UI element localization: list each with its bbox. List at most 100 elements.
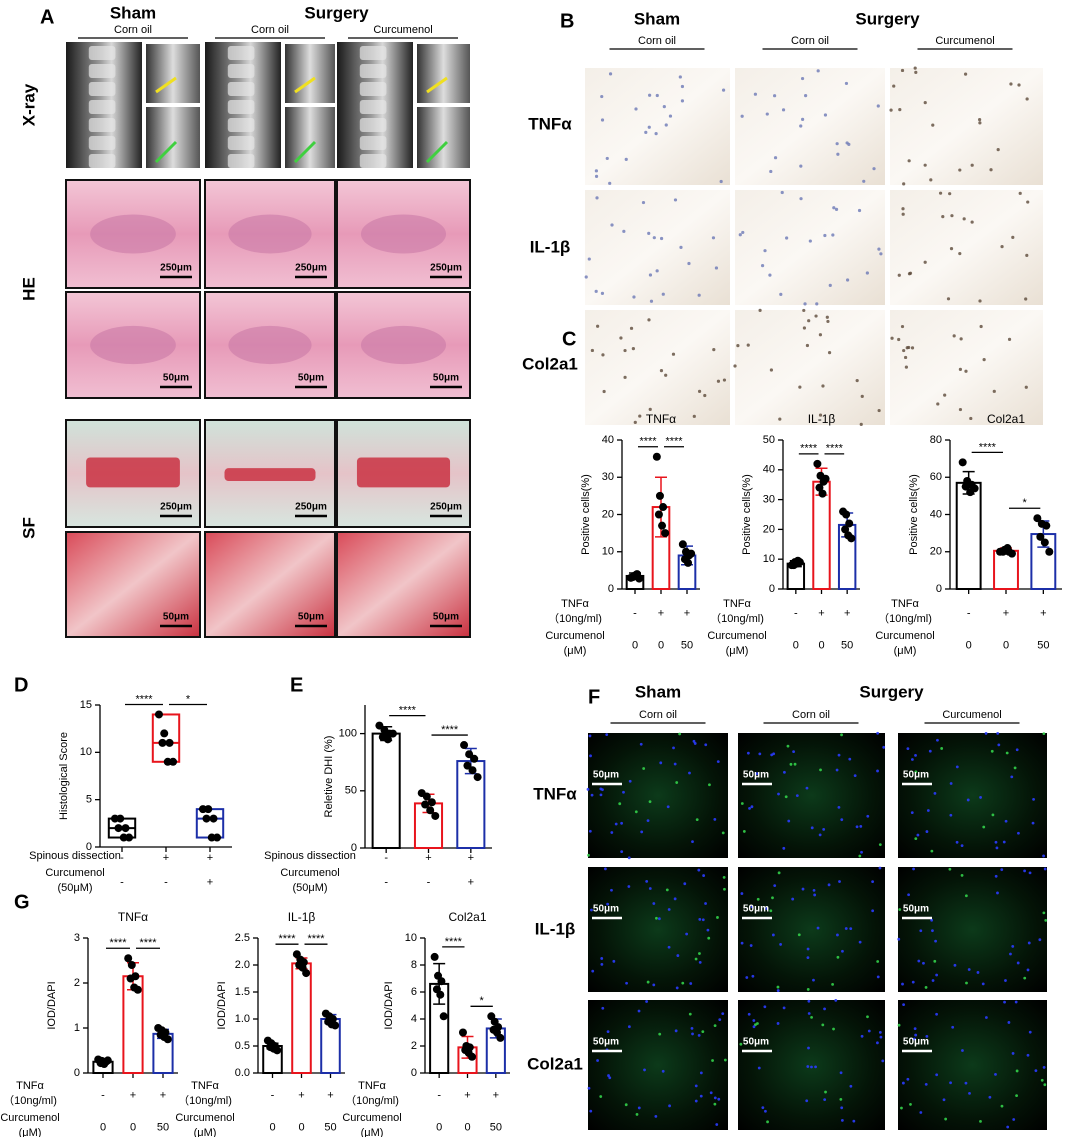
nucleus xyxy=(964,1081,968,1085)
cell xyxy=(758,308,762,312)
nucleus xyxy=(1005,751,1009,755)
cell xyxy=(898,108,902,112)
nucleus xyxy=(709,1091,713,1095)
cell xyxy=(1018,191,1022,195)
x-row-value: 50 xyxy=(841,639,853,651)
image-tile xyxy=(65,179,201,289)
data-point xyxy=(678,540,687,549)
image xyxy=(898,1000,1047,1130)
image xyxy=(738,1000,885,1130)
y-tick-label: 20 xyxy=(930,546,942,558)
nucleus xyxy=(1042,911,1046,915)
cell xyxy=(594,289,598,293)
scale-label: 50μm xyxy=(903,1037,929,1048)
nucleus xyxy=(818,833,822,837)
scale-label: 50μm xyxy=(593,770,619,781)
nucleus xyxy=(757,1066,761,1070)
image xyxy=(285,107,335,168)
nucleus xyxy=(698,952,701,955)
image xyxy=(588,1000,728,1130)
nucleus xyxy=(648,887,652,890)
cell xyxy=(799,164,803,168)
data-point xyxy=(158,738,167,747)
vertebra xyxy=(359,64,387,78)
x-row-value: - xyxy=(384,876,388,888)
data-point xyxy=(121,824,130,833)
nucleus xyxy=(772,752,776,756)
nucleus xyxy=(981,982,985,986)
sig-label: **** xyxy=(109,937,127,949)
nucleus xyxy=(763,1005,767,1009)
cell xyxy=(602,389,606,394)
cell xyxy=(661,292,665,296)
nucleus xyxy=(1000,1104,1004,1108)
nucleus xyxy=(1007,1021,1011,1024)
nucleus xyxy=(994,840,998,844)
image-tile xyxy=(584,190,730,305)
nucleus xyxy=(823,1098,827,1102)
nucleus xyxy=(907,893,911,897)
x-row-label: Curcumenol xyxy=(875,630,934,642)
cell xyxy=(855,379,859,383)
nucleus xyxy=(955,840,959,844)
nucleus xyxy=(590,793,594,797)
image-tile xyxy=(336,531,471,638)
nucleus xyxy=(1042,854,1045,858)
scale-label: 250μm xyxy=(160,502,192,513)
nucleus xyxy=(707,936,711,940)
nucleus xyxy=(1013,766,1017,770)
cell xyxy=(608,72,613,76)
nucleus xyxy=(1031,821,1035,825)
cell xyxy=(648,273,653,277)
nucleus xyxy=(924,986,928,989)
cell xyxy=(600,118,605,122)
cell xyxy=(816,69,820,73)
nucleus xyxy=(913,1037,916,1041)
sig-label: **** xyxy=(639,436,657,448)
cell xyxy=(678,75,682,79)
nucleus xyxy=(639,742,643,746)
image xyxy=(585,190,730,305)
nucleus xyxy=(844,927,848,930)
nucleus xyxy=(994,874,998,878)
row-label: TNFα xyxy=(533,784,577,803)
nucleus xyxy=(840,1106,844,1110)
cell xyxy=(862,179,866,183)
nucleus xyxy=(909,1103,912,1106)
cell xyxy=(801,117,805,121)
x-row-value: 0 xyxy=(298,1121,304,1133)
sig-label: * xyxy=(186,693,191,705)
scale-label: 50μm xyxy=(593,904,619,915)
data-point xyxy=(842,510,851,519)
nucleus xyxy=(966,798,970,802)
cell xyxy=(697,389,702,393)
x-row-value: 50 xyxy=(490,1121,502,1133)
scale-label: 250μm xyxy=(430,502,462,513)
x-row-value: + xyxy=(130,1089,136,1101)
data-point xyxy=(163,1035,172,1044)
nucleus xyxy=(1014,1000,1018,1004)
x-row-label: (μM) xyxy=(894,645,917,657)
cell xyxy=(697,293,701,297)
cell xyxy=(978,121,982,125)
scale-label: 50μm xyxy=(743,770,769,781)
nucleus xyxy=(667,945,671,949)
y-tick-label: 10 xyxy=(763,553,775,565)
cell xyxy=(780,190,784,195)
cell xyxy=(905,346,909,350)
nucleus xyxy=(748,806,751,810)
data-point xyxy=(460,741,469,750)
nucleus xyxy=(1015,748,1019,752)
cell xyxy=(952,334,956,338)
scale-label: 50μm xyxy=(903,770,929,781)
nucleus xyxy=(661,1069,665,1073)
bar xyxy=(955,481,982,590)
y-axis-label: Positive cells(%) xyxy=(908,474,920,555)
nucleus xyxy=(1004,979,1007,982)
data-point xyxy=(687,549,696,558)
nucleus xyxy=(878,1030,882,1034)
nucleus xyxy=(589,1109,593,1113)
image-tile xyxy=(204,531,336,638)
nucleus xyxy=(675,781,679,784)
data-point xyxy=(388,729,397,738)
